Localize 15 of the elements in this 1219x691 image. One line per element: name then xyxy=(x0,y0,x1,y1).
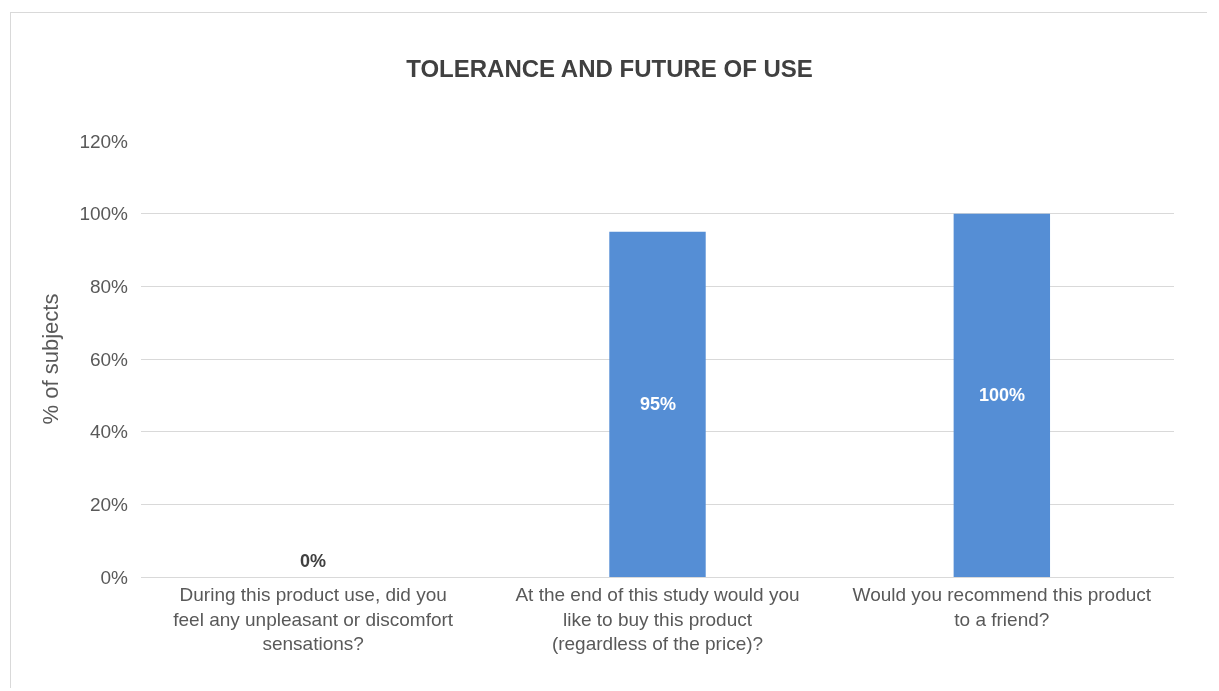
chart-title: TOLERANCE AND FUTURE OF USE xyxy=(406,55,813,83)
y-tick-label: 120% xyxy=(79,130,129,152)
y-axis-title: % of subjects xyxy=(38,293,64,425)
y-tick-label: 100% xyxy=(79,203,129,225)
y-tick-label: 80% xyxy=(89,275,129,297)
x-tick-label: At the end of this study would you like to buy this product (regardless of the price)? xyxy=(515,583,800,655)
data-label: 95% xyxy=(640,394,677,414)
y-tick-label: 0% xyxy=(100,566,129,588)
x-tick-label: During this product use, did you feel any unpleasant or discomfort sensations? xyxy=(173,583,454,655)
y-tick-label: 40% xyxy=(89,421,129,443)
y-tick-label: 20% xyxy=(89,493,129,515)
y-tick-label: 60% xyxy=(89,348,129,370)
data-label: 0% xyxy=(300,551,327,571)
data-label: 100% xyxy=(979,385,1026,405)
x-tick-label: Would you recommend this product to a friend? xyxy=(852,583,1152,630)
